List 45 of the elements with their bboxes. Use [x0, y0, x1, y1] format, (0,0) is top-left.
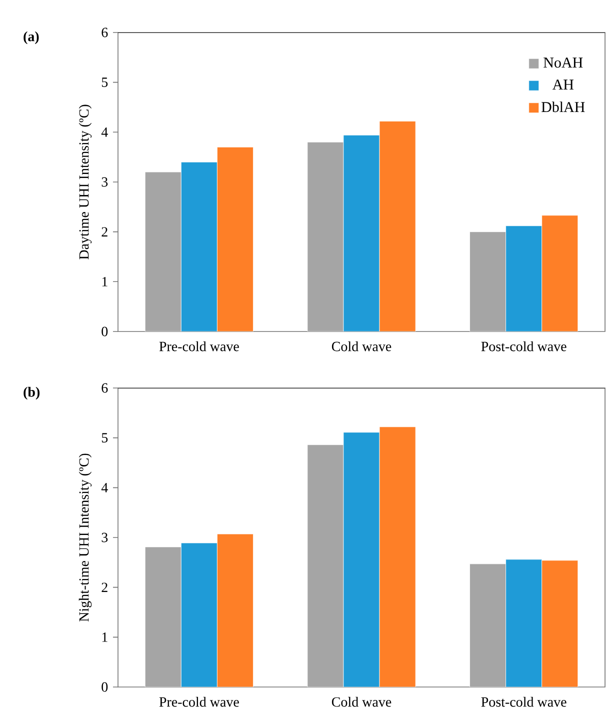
y-tick-label: 2 — [102, 227, 108, 236]
bar — [343, 134, 380, 332]
bar — [542, 215, 578, 332]
y-tick-label: 4 — [101, 128, 108, 137]
y-tick-label: 6 — [102, 383, 108, 393]
bar — [307, 444, 344, 687]
y-tick-label: 3 — [102, 177, 108, 187]
legend-label: AH — [552, 80, 574, 90]
y-tick-label: 2 — [102, 582, 108, 592]
bar — [307, 142, 344, 332]
y-axis-title: Daytime UHI Intensity (ºC) — [78, 104, 92, 260]
y-tick-label: 1 — [102, 632, 108, 642]
chart-title: (b) — [24, 386, 40, 400]
bar — [144, 546, 182, 687]
legend-label: NoAH — [544, 58, 583, 68]
y-tick-label: 0 — [102, 682, 108, 692]
bar — [216, 534, 254, 687]
y-tick-label: 3 — [102, 532, 108, 542]
y-tick-label: 4 — [101, 483, 108, 492]
bar — [180, 542, 218, 687]
x-tick-label: Post-cold wave — [481, 341, 566, 352]
legend-label: DblAH — [541, 102, 585, 112]
bar — [216, 146, 254, 332]
bar — [470, 232, 506, 332]
bar — [343, 432, 380, 687]
bar — [542, 560, 578, 687]
x-tick-label: Pre-cold wave — [159, 341, 239, 352]
x-tick-label: Pre-cold wave — [159, 696, 239, 707]
y-tick-label: 5 — [102, 433, 108, 442]
bar — [506, 559, 542, 687]
y-tick-label: 5 — [102, 78, 108, 87]
x-tick-label: Cold wave — [332, 696, 392, 707]
y-tick-label: 0 — [102, 326, 108, 336]
x-tick-label: Post-cold wave — [481, 696, 566, 707]
bar — [144, 172, 182, 332]
y-tick-label: 6 — [102, 28, 108, 38]
x-tick-label: Cold wave — [332, 341, 392, 352]
bar — [506, 226, 542, 332]
bar — [379, 120, 416, 332]
y-tick-label: 1 — [102, 277, 108, 286]
y-axis-title: Night-time UHI Intensity (ºC) — [78, 454, 92, 622]
bar — [470, 564, 506, 687]
bar — [379, 426, 416, 687]
chart-title: (a) — [24, 31, 39, 44]
bar — [180, 162, 218, 332]
